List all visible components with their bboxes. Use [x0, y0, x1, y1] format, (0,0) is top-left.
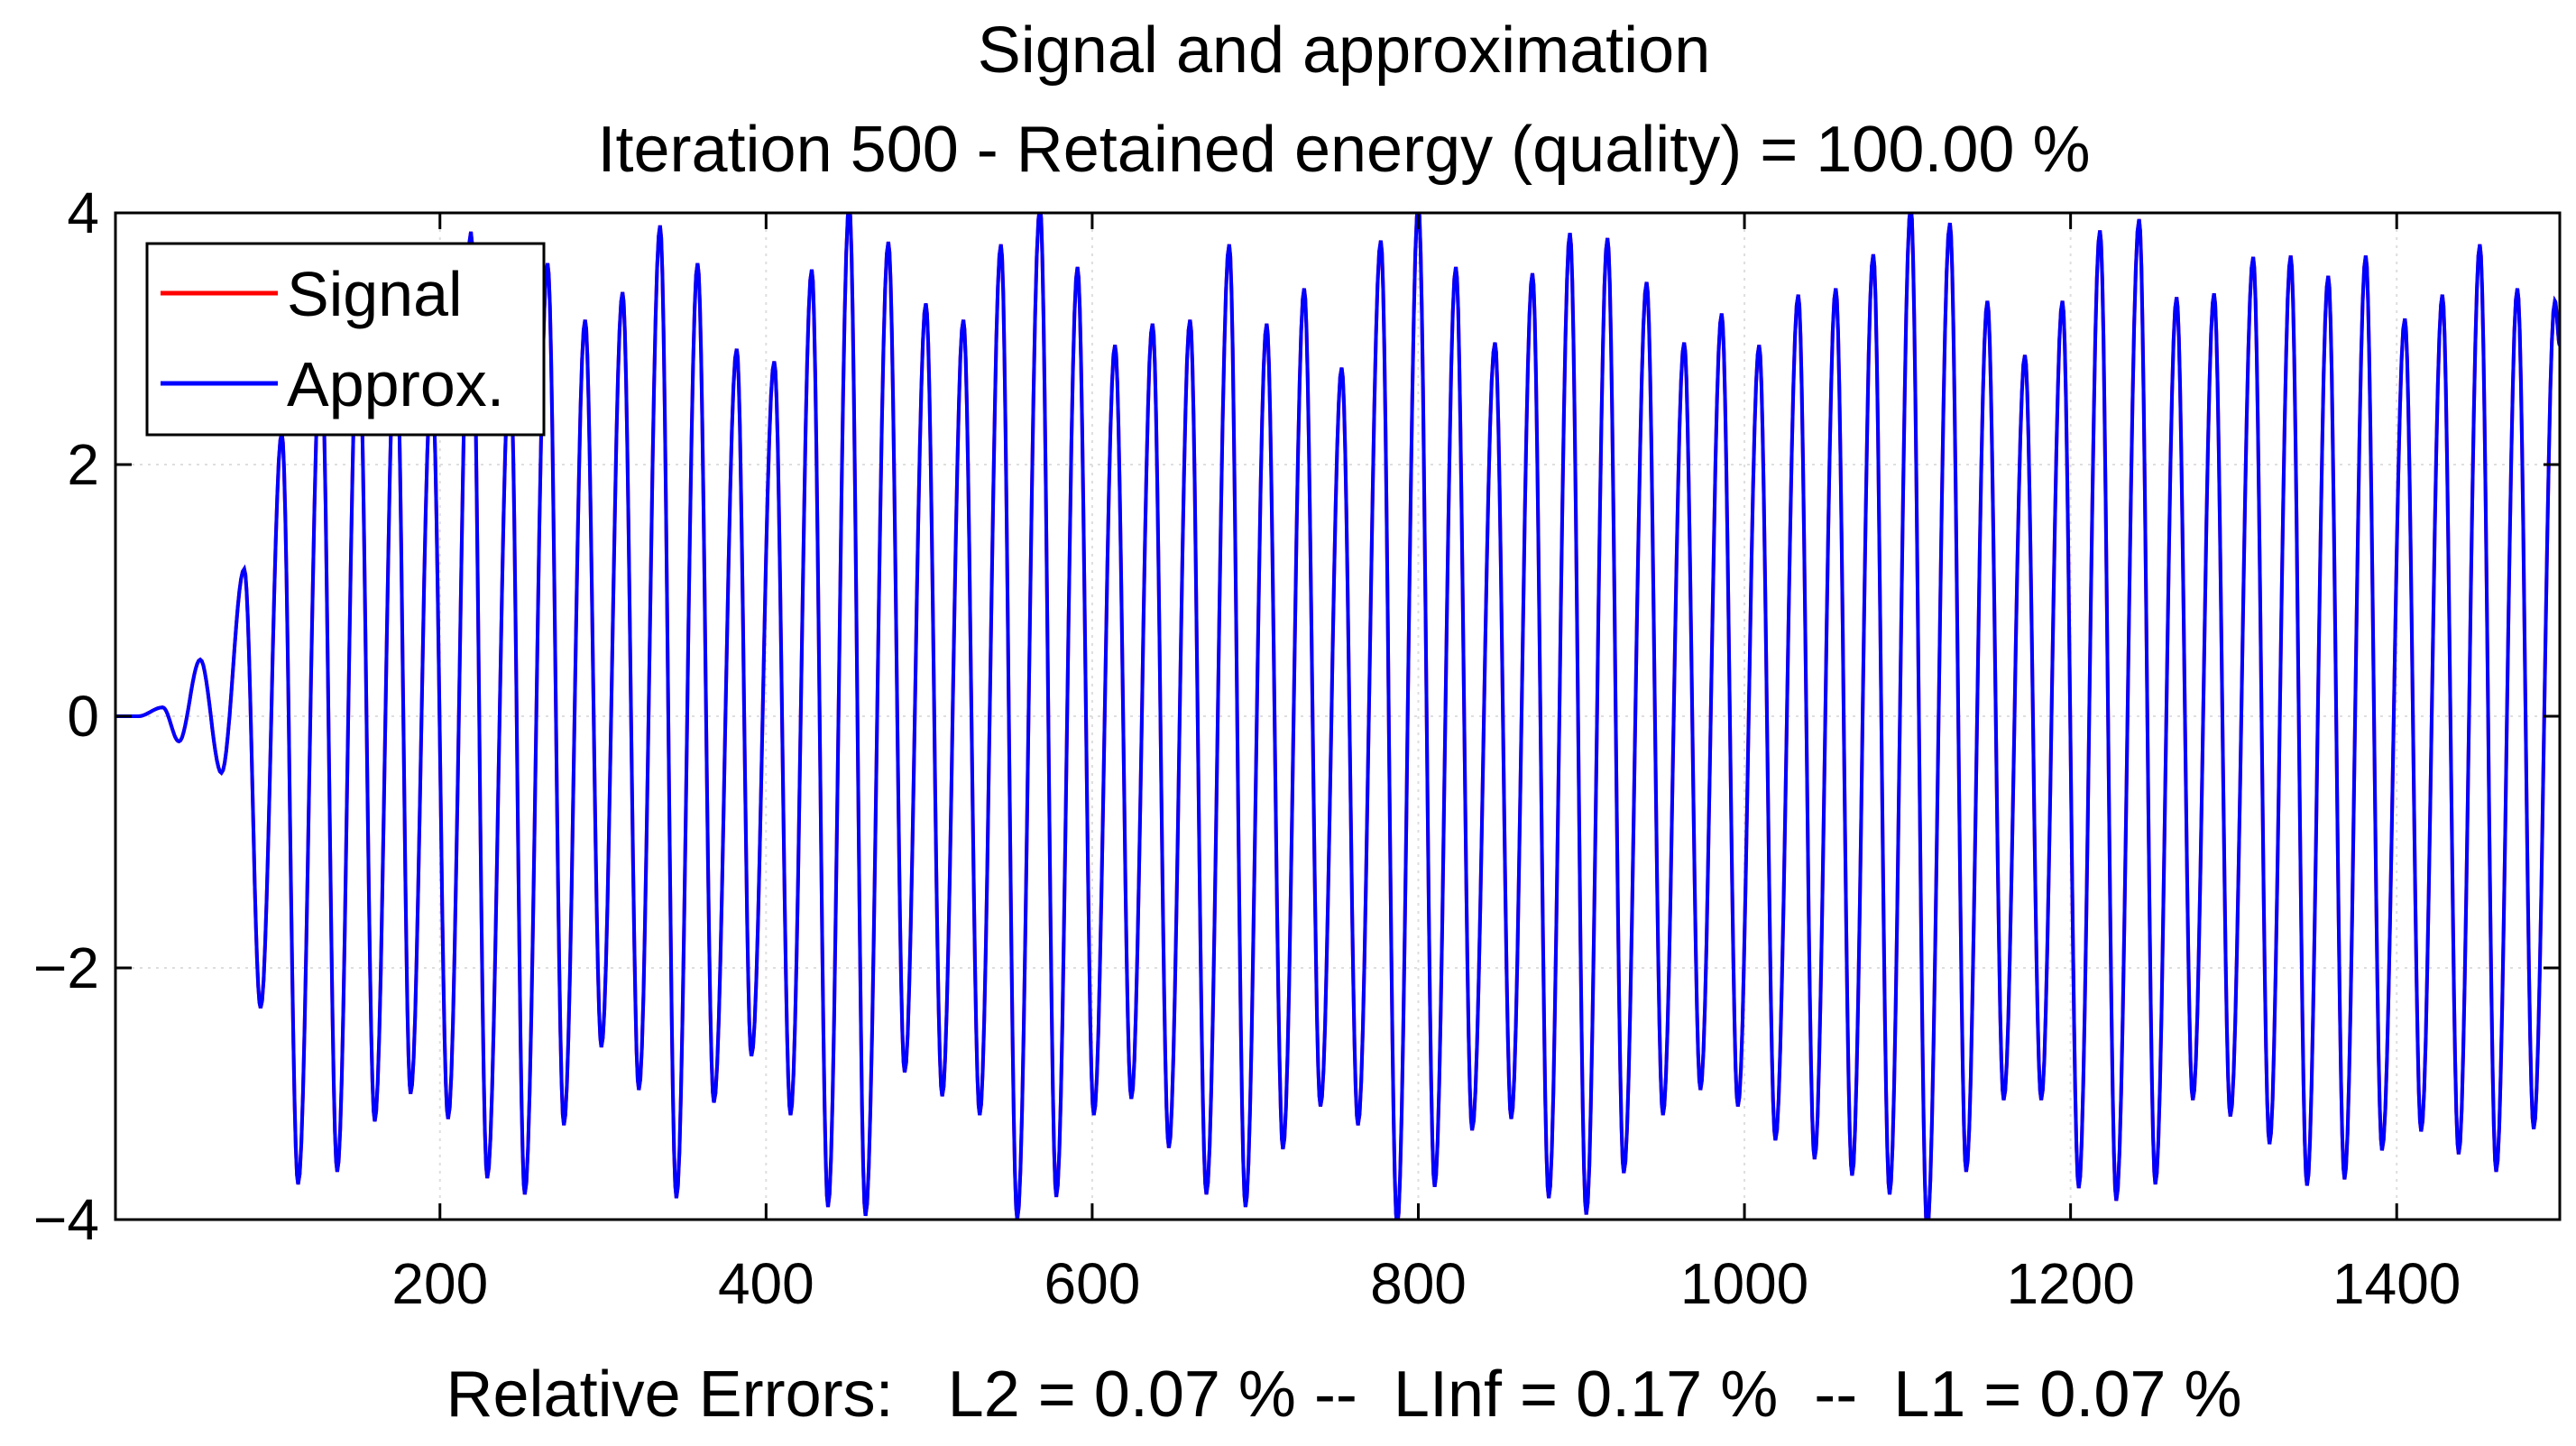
legend-label-signal: Signal: [287, 259, 463, 329]
legend-label-approx: Approx.: [287, 349, 504, 419]
x-tick-label: 200: [391, 1251, 488, 1316]
y-tick-label: 2: [67, 432, 99, 497]
approx-series-line: [115, 213, 2560, 1220]
x-tick-label: 800: [1370, 1251, 1467, 1316]
x-tick-labels: 200 400 600 800 1000 1200 1400: [391, 1251, 2461, 1316]
y-tick-label: −4: [33, 1187, 99, 1252]
plot-area: [115, 213, 2560, 1220]
x-tick-label: 1000: [1680, 1251, 1808, 1316]
y-tick-label: 4: [67, 180, 99, 245]
axis-ticks: [115, 211, 2560, 1221]
chart-title: Signal and approximation: [978, 14, 1711, 87]
y-tick-label: −2: [33, 935, 99, 1000]
x-tick-label: 600: [1044, 1251, 1141, 1316]
x-tick-label: 1400: [2332, 1251, 2461, 1316]
x-tick-label: 1200: [2006, 1251, 2134, 1316]
chart-subtitle: Iteration 500 - Retained energy (quality…: [597, 114, 2090, 186]
x-axis-label: Relative Errors: L2 = 0.07 % -- LInf = 0…: [446, 1359, 2242, 1431]
y-tick-label: 0: [67, 684, 99, 749]
legend-box: [145, 242, 546, 437]
legend: Signal Approx.: [145, 242, 546, 437]
y-tick-labels: −4 −2 0 2 4: [33, 180, 99, 1252]
x-tick-label: 400: [718, 1251, 814, 1316]
